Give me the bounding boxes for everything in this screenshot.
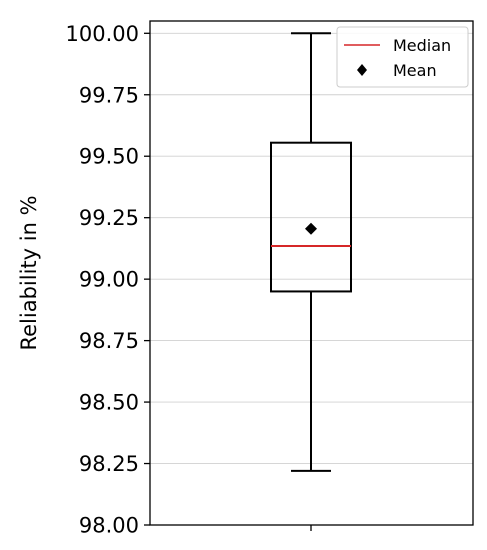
y-tick-label: 99.50 [79,145,139,169]
legend-mean-label: Mean [393,61,437,80]
legend-mean-marker [357,64,367,76]
y-tick-label: 99.75 [79,83,139,107]
y-tick-label: 99.25 [79,206,139,230]
y-tick-label: 98.25 [79,452,139,476]
mean-marker [305,222,317,235]
interquartile-box [270,141,352,293]
legend-median-label: Median [393,36,451,55]
legend-frame [336,26,469,88]
y-tick-label: 98.75 [79,329,139,353]
y-axis-label: Reliability in % [17,195,41,350]
y-tick-label: 99.00 [79,268,139,292]
y-tick-label: 100.00 [66,22,139,46]
y-tick-label: 98.50 [79,391,139,415]
y-axis-ticks: 98.00 98.25 98.50 98.75 99.00 99.25 99.50 99.75… [66,22,150,538]
legend: Median Mean [336,26,469,88]
box-plot [270,32,352,472]
y-tick-label: 98.00 [79,514,139,538]
